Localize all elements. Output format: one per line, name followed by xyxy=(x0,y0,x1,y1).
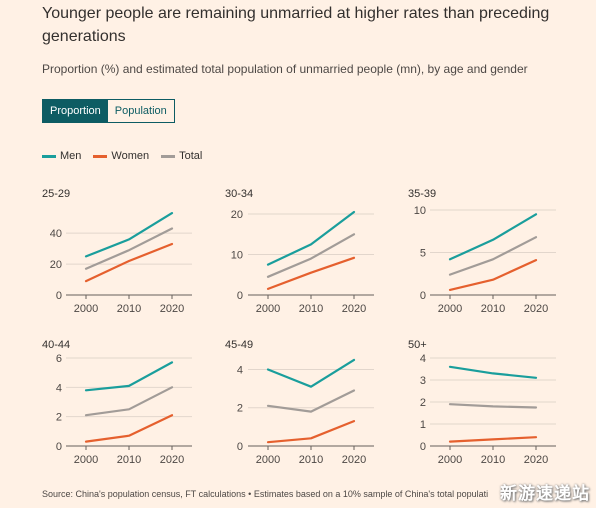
panel-2-ytick-label: 0 xyxy=(237,290,243,302)
panel-1-xtick-label: 2020 xyxy=(160,303,184,315)
panel-4-ytick-label: 0 xyxy=(56,441,62,453)
panel-6-ytick-label: 4 xyxy=(420,353,426,365)
panel-5-title: 45-49 xyxy=(225,339,253,351)
panel-4-ytick-label: 2 xyxy=(56,412,62,424)
panel-1-ytick-label: 20 xyxy=(50,259,62,271)
panel-2-title: 30-34 xyxy=(225,188,253,200)
panel-6-ytick-label: 2 xyxy=(420,397,426,409)
legend-item-women: Women xyxy=(93,150,149,162)
panel-6-ytick-label: 1 xyxy=(420,419,426,431)
panel-4-ytick-label: 4 xyxy=(56,382,62,394)
legend-label-total: Total xyxy=(179,150,203,162)
view-toggle: Proportion Population xyxy=(42,99,175,123)
panel-1-ytick-label: 40 xyxy=(50,228,62,240)
panel-6-xtick-label: 2010 xyxy=(481,454,505,466)
panel-5-series-total xyxy=(266,389,356,413)
panel-6-xtick-label: 2020 xyxy=(524,454,548,466)
panel-3-ytick-label: 0 xyxy=(420,290,426,302)
panel-6-ytick-label: 3 xyxy=(420,375,426,387)
panel-4-title: 40-44 xyxy=(42,339,70,351)
panel-2-xtick-label: 2000 xyxy=(256,303,280,315)
panel-3-title: 35-39 xyxy=(408,188,436,200)
chart-title: Younger people are remaining unmarried a… xyxy=(42,5,550,45)
legend-swatch-men xyxy=(42,154,56,158)
panel-2-xtick-label: 2020 xyxy=(342,303,366,315)
panel-6-ytick-label: 0 xyxy=(420,441,426,453)
panel-3-xtick-label: 2010 xyxy=(481,303,505,315)
panel-2-ytick-label: 10 xyxy=(231,250,243,262)
panel-1-series-total xyxy=(84,227,174,270)
chart-subtitle: Proportion (%) and estimated total popul… xyxy=(42,62,528,76)
legend: Men Women Total xyxy=(42,150,214,162)
panel-4-xtick-label: 2000 xyxy=(74,454,98,466)
panel-1-series-men xyxy=(84,212,174,258)
panel-1-xtick-label: 2000 xyxy=(74,303,98,315)
panel-1-title: 25-29 xyxy=(42,188,70,200)
panel-3-xtick-label: 2000 xyxy=(438,303,462,315)
toggle-population-button[interactable]: Population xyxy=(107,100,174,122)
panel-5-series-men xyxy=(266,358,356,388)
panel-4-xtick-label: 2020 xyxy=(160,454,184,466)
panel-5-xtick-label: 2000 xyxy=(256,454,280,466)
source-note: Source: China's population census, FT ca… xyxy=(42,489,489,499)
panel-6-series-women xyxy=(448,436,538,443)
panel-3-series-women xyxy=(448,259,538,291)
legend-swatch-total xyxy=(161,154,176,158)
panel-3-series-men xyxy=(448,213,538,261)
watermark-logo: 新游速递站 xyxy=(500,484,590,503)
legend-item-men: Men xyxy=(42,150,81,162)
panel-5-xtick-label: 2010 xyxy=(299,454,323,466)
panel-5-ytick-label: 4 xyxy=(237,364,243,376)
legend-label-men: Men xyxy=(60,150,82,162)
panel-4-xtick-label: 2010 xyxy=(117,454,141,466)
panel-6-title: 50+ xyxy=(408,339,427,351)
panel-3-series-total xyxy=(448,236,538,276)
panel-3-xtick-label: 2020 xyxy=(524,303,548,315)
panel-1-series-women xyxy=(84,242,174,283)
panel-6-series-men xyxy=(448,365,538,379)
panel-1-xtick-label: 2010 xyxy=(117,303,141,315)
panel-3-ytick-label: 10 xyxy=(414,205,426,217)
legend-swatch-women xyxy=(93,154,108,158)
panel-5-ytick-label: 0 xyxy=(237,441,243,453)
panel-4-series-women xyxy=(84,414,174,443)
panel-5-series-women xyxy=(266,420,356,444)
panel-6-xtick-label: 2000 xyxy=(438,454,462,466)
panel-2-ytick-label: 20 xyxy=(231,209,243,221)
legend-label-women: Women xyxy=(111,150,150,162)
panel-5-xtick-label: 2020 xyxy=(342,454,366,466)
panel-2-series-women xyxy=(266,256,356,290)
panel-4-series-men xyxy=(84,361,174,392)
panel-4-series-total xyxy=(84,386,174,417)
panel-6-series-total xyxy=(448,403,538,409)
panel-2-series-total xyxy=(266,233,356,278)
panel-4-ytick-label: 6 xyxy=(56,353,62,365)
legend-item-total: Total xyxy=(161,150,202,162)
panel-2-series-men xyxy=(266,210,356,266)
panel-3-ytick-label: 5 xyxy=(420,248,426,260)
toggle-proportion-button[interactable]: Proportion xyxy=(43,100,108,122)
panel-2-xtick-label: 2010 xyxy=(299,303,323,315)
panel-1-ytick-label: 0 xyxy=(56,290,62,302)
panel-5-ytick-label: 2 xyxy=(237,403,243,415)
